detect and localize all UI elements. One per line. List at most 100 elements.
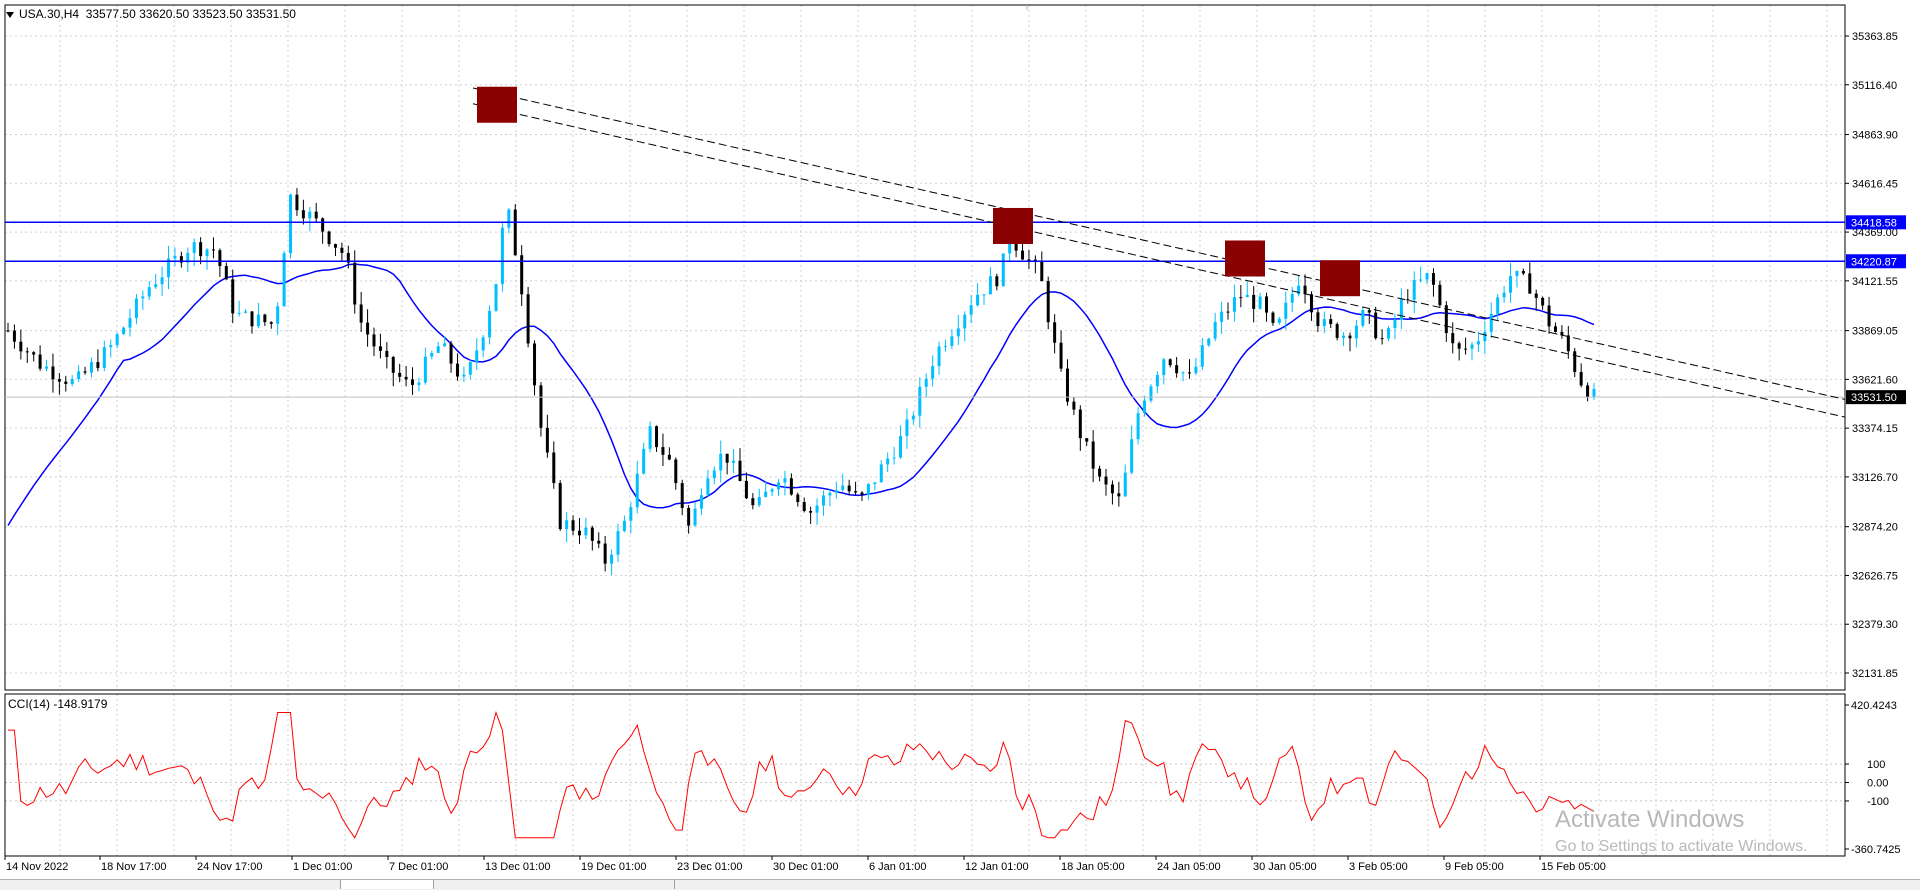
candle-body	[1297, 285, 1301, 295]
candle-body	[1232, 297, 1236, 312]
candle-body	[327, 231, 331, 245]
candle-body	[507, 209, 511, 228]
candle-body	[1091, 441, 1095, 469]
candle-body	[610, 554, 614, 564]
candle-body	[1117, 493, 1121, 497]
candle-body	[699, 495, 703, 509]
candle-body	[1380, 338, 1384, 340]
candle-body	[1130, 439, 1134, 473]
candle-body	[1245, 294, 1249, 298]
candle-body	[244, 311, 248, 313]
candle-body	[1014, 241, 1018, 251]
main-pane-border	[4, 4, 1846, 691]
candle-body	[1470, 344, 1474, 349]
chart-tab[interactable]	[0, 880, 341, 889]
marker-box	[1320, 260, 1360, 297]
candle-body	[1476, 341, 1480, 345]
candle-body	[102, 347, 106, 368]
candle-body	[642, 448, 646, 474]
moving-average	[7, 263, 1595, 526]
candle-body	[841, 485, 845, 491]
candle-body	[269, 322, 273, 324]
chart-tab[interactable]	[434, 880, 675, 889]
time-axis[interactable]: 14 Nov 2022 18 Nov 17:00 24 Nov 17:00 1 Dec…	[4, 856, 1606, 873]
chart-tab-bar[interactable]	[0, 879, 1920, 890]
candle-body	[179, 256, 183, 263]
candle-body	[167, 258, 171, 278]
candle-body	[45, 366, 49, 369]
candle-body	[539, 385, 543, 428]
candle-body	[141, 296, 145, 299]
candle-body	[1200, 345, 1204, 367]
time-tick-label: 24 Jan 05:00	[1157, 861, 1221, 873]
marker-box	[477, 86, 517, 123]
price-tick-label: 32379.30	[1852, 619, 1898, 631]
candle-body	[77, 371, 81, 380]
candle-body	[455, 363, 459, 377]
time-tick-label: 1 Dec 01:00	[293, 861, 352, 873]
candle-body	[12, 330, 16, 342]
price-axis[interactable]: 35363.85 35116.40 34863.90 34616.45 34369.00…	[1845, 31, 1906, 856]
candle-body	[1367, 310, 1371, 313]
time-tick-label: 7 Dec 01:00	[389, 861, 448, 873]
cci-line	[8, 710, 1595, 839]
candle-body	[301, 210, 305, 219]
candle-body	[321, 218, 325, 232]
chart-tab[interactable]	[341, 880, 434, 889]
candle-body	[1316, 312, 1320, 327]
candle-body	[1399, 299, 1403, 320]
candle-body	[725, 453, 729, 463]
dropdown-triangle-icon[interactable]	[6, 11, 14, 18]
time-tick-label: 12 Jan 01:00	[965, 861, 1029, 873]
candle-body	[1534, 293, 1538, 298]
candle-body	[1136, 413, 1140, 440]
price-tick-label: 33374.15	[1852, 423, 1898, 435]
candle-body	[1425, 273, 1429, 280]
candle-body	[1342, 335, 1346, 338]
price-tick-label: 32626.75	[1852, 570, 1898, 582]
candle-body	[1335, 324, 1339, 338]
cci-tick-label: -100	[1867, 796, 1889, 808]
grid-lines	[5, 5, 1845, 856]
candle-body	[1592, 388, 1596, 398]
candle-body	[1348, 335, 1352, 339]
marker-boxes[interactable]	[477, 86, 1360, 297]
level-price-tag	[1846, 390, 1906, 405]
candle-body	[860, 492, 864, 495]
candle-body	[1509, 276, 1513, 293]
candle-body	[1220, 311, 1224, 322]
candle-body	[19, 341, 23, 352]
time-tick-label: 30 Dec 01:00	[773, 861, 838, 873]
candle-body	[1329, 319, 1333, 325]
marker-box	[1225, 240, 1265, 277]
candle-body	[417, 382, 421, 385]
candle-body	[584, 527, 588, 536]
candle-body	[1309, 294, 1313, 313]
candle-body	[1393, 319, 1397, 329]
candle-body	[886, 458, 890, 465]
candle-body	[378, 346, 382, 351]
candle-body	[1521, 271, 1525, 274]
candle-body	[661, 447, 665, 455]
candle-body	[687, 507, 691, 526]
candle-body	[1412, 280, 1416, 300]
candle-body	[199, 242, 203, 257]
candle-body	[231, 279, 235, 314]
price-tick-label: 35363.85	[1852, 31, 1898, 43]
candle-body	[1027, 259, 1031, 261]
horizontal-levels[interactable]	[5, 221, 1845, 398]
time-tick-label: 15 Feb 05:00	[1541, 861, 1606, 873]
chart-header: USA.30,H4 33577.50 33620.50 33523.50 335…	[6, 7, 296, 21]
candle-body	[577, 530, 581, 536]
candle-body	[854, 491, 858, 493]
candle-body	[6, 330, 10, 332]
trendlines[interactable]	[472, 87, 1846, 418]
candle-body	[1566, 335, 1570, 352]
candle-body	[950, 336, 954, 346]
candle-body	[83, 371, 87, 373]
candle-body	[404, 376, 408, 380]
candle-body	[211, 249, 215, 251]
candle-body	[693, 508, 697, 526]
